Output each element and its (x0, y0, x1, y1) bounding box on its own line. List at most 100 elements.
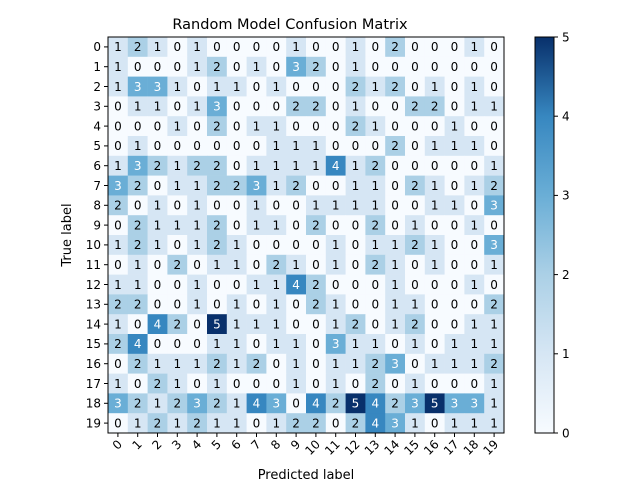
cell-value-label: 2 (352, 119, 360, 133)
cell-value-label: 1 (193, 100, 201, 114)
cell-value-label: 0 (312, 238, 320, 252)
cell-value-label: 0 (371, 40, 379, 54)
heatmap-cell (226, 353, 247, 374)
cell-value-label: 0 (490, 40, 498, 54)
cell-value-label: 1 (253, 60, 261, 74)
heatmap-cell (207, 254, 228, 275)
cell-value-label: 1 (154, 100, 162, 114)
cell-value-label: 0 (114, 139, 122, 153)
cell-value-label: 0 (470, 159, 478, 173)
cell-value-label: 1 (411, 298, 419, 312)
cell-value-label: 0 (193, 80, 201, 94)
heatmap-cell (127, 294, 148, 315)
heatmap-cell (108, 334, 129, 355)
colorbar-tick-label: 2 (562, 268, 570, 282)
heatmap-cell (266, 175, 287, 196)
cell-value-label: 1 (173, 416, 181, 430)
heatmap-cell (108, 235, 129, 256)
heatmap-cell (484, 116, 505, 137)
y-axis-label: True label (60, 203, 75, 267)
heatmap-cell (385, 294, 406, 315)
cell-value-label: 3 (253, 179, 261, 193)
cell-value-label: 0 (193, 258, 201, 272)
y-tick-label: 14 (86, 317, 101, 331)
heatmap-cell (266, 155, 287, 176)
heatmap-cell (207, 96, 228, 117)
heatmap-cell (484, 215, 505, 236)
cell-value-label: 1 (352, 100, 360, 114)
y-tick-label: 15 (86, 337, 101, 351)
heatmap-cell (187, 235, 208, 256)
heatmap-cell (127, 274, 148, 295)
cell-value-label: 0 (233, 218, 241, 232)
cell-value-label: 0 (332, 278, 340, 292)
heatmap-cell (385, 175, 406, 196)
cell-value-label: 1 (312, 159, 320, 173)
cell-value-label: 0 (312, 337, 320, 351)
cell-value-label: 0 (312, 317, 320, 331)
cell-value-label: 1 (114, 60, 122, 74)
heatmap-cell (187, 353, 208, 374)
heatmap-cell (405, 155, 426, 176)
cell-value-label: 0 (371, 139, 379, 153)
heatmap-cell (464, 56, 485, 77)
cell-value-label: 2 (391, 40, 399, 54)
heatmap-cell (385, 195, 406, 216)
heatmap-cell (127, 373, 148, 394)
cell-value-label: 2 (134, 40, 142, 54)
cell-value-label: 2 (371, 377, 379, 391)
heatmap-cell (226, 96, 247, 117)
heatmap-cell (147, 393, 168, 414)
heatmap-cell (444, 314, 465, 335)
cell-value-label: 1 (411, 377, 419, 391)
heatmap-cell (207, 413, 228, 434)
heatmap-cell (147, 96, 168, 117)
heatmap-cell (444, 96, 465, 117)
heatmap-cell (385, 254, 406, 275)
heatmap-cell (207, 373, 228, 394)
cell-value-label: 0 (253, 100, 261, 114)
cell-value-label: 1 (470, 80, 478, 94)
y-tick-label: 17 (86, 377, 101, 391)
heatmap-cell (325, 334, 346, 355)
cell-value-label: 1 (253, 199, 261, 213)
heatmap-cell (424, 393, 445, 414)
colorbar-tick-label: 5 (562, 30, 570, 44)
cell-value-label: 0 (451, 80, 459, 94)
cell-value-label: 2 (312, 416, 320, 430)
heatmap-cell (127, 136, 148, 157)
heatmap-cell (464, 76, 485, 97)
heatmap-cell (306, 215, 327, 236)
cell-value-label: 2 (134, 238, 142, 252)
x-tick-label: 9 (288, 437, 303, 452)
cell-value-label: 1 (233, 416, 241, 430)
heatmap-cell (286, 334, 307, 355)
cell-value-label: 1 (292, 377, 300, 391)
cell-value-label: 2 (352, 80, 360, 94)
heatmap-cell (108, 76, 129, 97)
heatmap-cell (306, 235, 327, 256)
heatmap-cell (286, 413, 307, 434)
cell-value-label: 0 (470, 298, 478, 312)
heatmap-cell (167, 116, 188, 137)
heatmap-cell (345, 76, 366, 97)
heatmap-cell (306, 175, 327, 196)
heatmap-cell (108, 116, 129, 137)
heatmap-cell (464, 334, 485, 355)
cell-value-label: 2 (332, 397, 340, 411)
cell-value-label: 1 (233, 80, 241, 94)
heatmap-cell (127, 155, 148, 176)
heatmap-cell (444, 334, 465, 355)
cell-value-label: 0 (193, 139, 201, 153)
heatmap-cell (187, 195, 208, 216)
cell-value-label: 1 (272, 218, 280, 232)
heatmap-cell (108, 413, 129, 434)
cell-value-label: 1 (431, 80, 439, 94)
heatmap-cell (286, 254, 307, 275)
cell-value-label: 3 (114, 179, 122, 193)
x-tick-label: 4 (189, 437, 204, 452)
y-tick-label: 1 (93, 60, 101, 74)
cell-value-label: 1 (134, 416, 142, 430)
cell-value-label: 1 (193, 238, 201, 252)
heatmap-cell (187, 96, 208, 117)
